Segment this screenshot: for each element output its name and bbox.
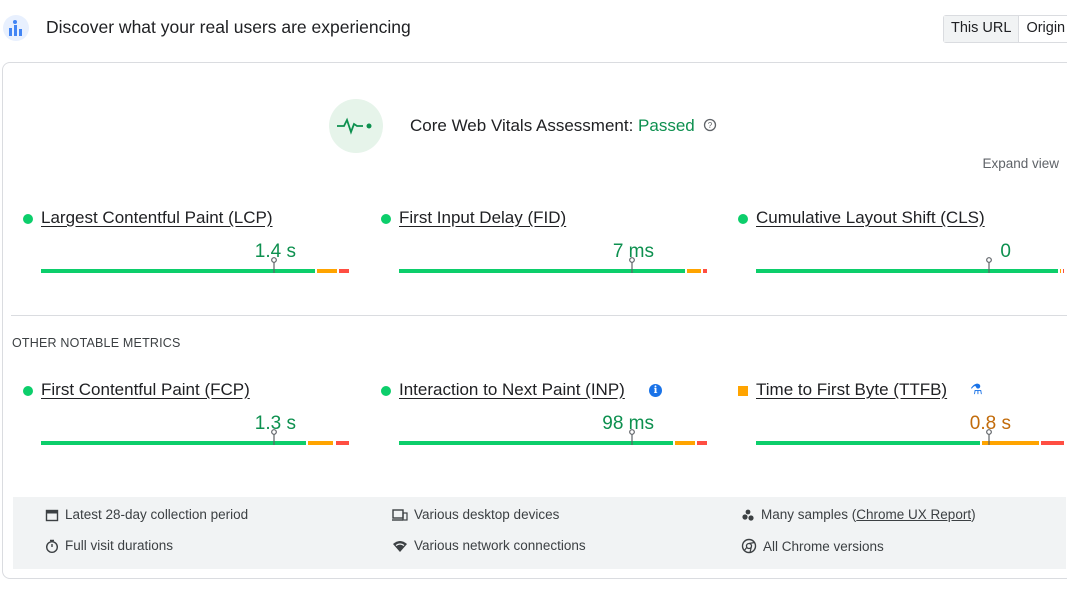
samples-icon	[742, 509, 754, 521]
marker-pin	[985, 429, 992, 445]
network-icon	[393, 540, 407, 552]
distribution-segment	[982, 441, 1040, 445]
status-dot	[738, 214, 748, 224]
distribution-bar	[41, 257, 351, 273]
section-heading: OTHER NOTABLE METRICS	[12, 336, 181, 350]
distribution-bar	[399, 257, 709, 273]
tab[interactable]: This URL	[944, 16, 1020, 42]
metric-value: 1.3 s	[254, 413, 296, 434]
distribution-segment	[756, 269, 1058, 273]
metric-label[interactable]: Cumulative Layout Shift (CLS)	[756, 208, 985, 227]
calendar-icon	[45, 509, 59, 521]
marker-pin	[985, 257, 992, 273]
distribution-segment	[316, 269, 337, 273]
marker-pin	[628, 257, 635, 273]
distribution-segment	[1062, 269, 1064, 273]
p75-marker	[270, 257, 277, 273]
metric-value: 0	[1000, 241, 1011, 262]
status-dot	[23, 386, 33, 396]
p75-marker	[985, 429, 992, 445]
footer-item: Various network connections	[392, 538, 586, 553]
assessment-label: Core Web Vitals Assessment:	[410, 116, 634, 135]
distribution-segment	[41, 441, 306, 445]
distribution-bar	[756, 257, 1066, 273]
divider	[11, 315, 1067, 316]
lab-icon: ⚗	[970, 381, 983, 397]
metric-label[interactable]: First Contentful Paint (FCP)	[41, 380, 250, 399]
help-icon[interactable]: ?	[703, 118, 717, 132]
status-square	[738, 386, 748, 396]
distribution-segment	[338, 269, 349, 273]
distribution-segment	[1041, 441, 1064, 445]
metric-label[interactable]: Interaction to Next Paint (INP)	[399, 380, 625, 399]
distribution-bar	[756, 429, 1066, 445]
distribution-segment	[41, 269, 315, 273]
page-title: Discover what your real users are experi…	[46, 17, 411, 37]
metric-value: 7 ms	[612, 241, 654, 262]
footer-item: Many samples (Chrome UX Report)	[741, 507, 976, 522]
info-icon: ℹ	[649, 384, 662, 397]
metric-label[interactable]: Largest Contentful Paint (LCP)	[41, 208, 273, 227]
assessment-status: Passed	[638, 116, 695, 135]
marker-pin	[270, 257, 277, 273]
distribution-segment	[335, 441, 349, 445]
footer-item: Various desktop devices	[392, 507, 559, 522]
footer-text: Various network connections	[414, 538, 586, 553]
distribution-segment	[307, 441, 334, 445]
metric-label[interactable]: First Input Delay (FID)	[399, 208, 567, 227]
distribution-segment	[696, 441, 707, 445]
tab-group: This URL Origin	[943, 15, 1067, 43]
distribution-segment	[674, 441, 695, 445]
p75-marker	[270, 429, 277, 445]
chrome-icon	[741, 538, 757, 554]
assessment: Core Web Vitals Assessment: Passed ?	[410, 116, 717, 136]
card: Core Web Vitals Assessment: Passed ? Exp…	[2, 62, 1067, 579]
logo-icon	[3, 15, 29, 41]
footer-text: Various desktop devices	[414, 507, 560, 522]
distribution-segment	[1059, 269, 1061, 273]
status-dot	[381, 214, 391, 224]
assessment-icon	[329, 99, 383, 153]
timer-icon	[46, 539, 58, 553]
distribution-segment	[687, 269, 701, 273]
metric-label[interactable]: Time to First Byte (TTFB)	[756, 380, 948, 399]
status-dot	[23, 214, 33, 224]
footer-item: Latest 28-day collection period	[45, 507, 248, 522]
footer-text-part: )	[971, 507, 976, 522]
svg-text:?: ?	[708, 121, 713, 130]
footer-item: All Chrome versions	[741, 538, 884, 554]
expand-view[interactable]: Expand view	[982, 156, 1059, 171]
footer-text: Full visit durations	[65, 538, 174, 553]
marker-pin	[270, 429, 277, 445]
footer-text: All Chrome versions	[763, 538, 884, 554]
footer-text: Latest 28-day collection period	[65, 507, 249, 522]
footer-text-part: Many samples (	[761, 507, 857, 522]
distribution-segment	[702, 269, 707, 273]
distribution-segment	[399, 269, 686, 273]
p75-marker	[628, 257, 635, 273]
footer-item: Full visit durations	[45, 538, 173, 553]
marker-pin	[628, 429, 635, 445]
devices-icon	[392, 508, 408, 521]
p75-marker	[985, 257, 992, 273]
distribution-segment	[399, 441, 673, 445]
distribution-segment	[756, 441, 981, 445]
metric-value: 0.8 s	[969, 413, 1011, 434]
tab[interactable]: Origin	[1026, 20, 1066, 36]
p75-marker	[628, 429, 635, 445]
distribution-bar	[41, 429, 351, 445]
distribution-bar	[399, 429, 709, 445]
metric-value: 98 ms	[602, 413, 654, 434]
metric-value: 1.4 s	[254, 241, 296, 262]
footer-panel: Latest 28-day collection period Various …	[13, 497, 1066, 569]
footer-link[interactable]: Chrome UX Report	[856, 507, 972, 522]
status-dot	[381, 386, 391, 396]
footer-text: Many samples (Chrome UX Report)	[761, 507, 976, 522]
